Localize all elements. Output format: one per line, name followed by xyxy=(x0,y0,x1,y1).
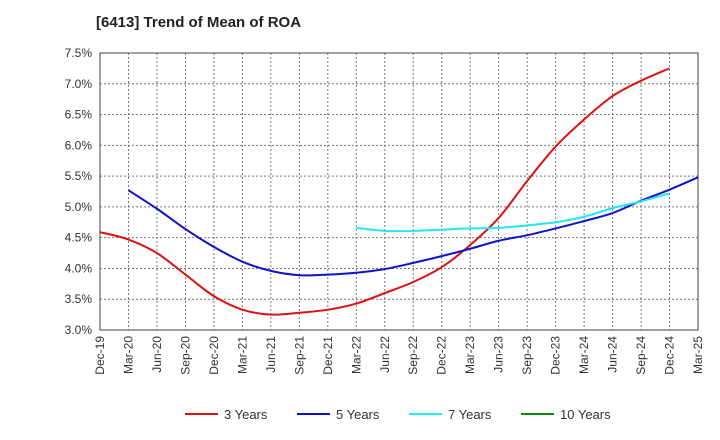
legend-label-1: 3 Years xyxy=(224,407,268,422)
y-tick-label: 4.5% xyxy=(65,231,93,245)
x-tick-label: Jun-22 xyxy=(378,336,392,373)
y-tick-label: 3.5% xyxy=(65,292,93,306)
x-tick-label: Dec-24 xyxy=(663,336,677,375)
x-tick-label: Mar-20 xyxy=(121,336,135,374)
x-tick-label: Mar-25 xyxy=(691,336,705,374)
series-line-2 xyxy=(127,176,699,277)
x-tick-label: Sep-24 xyxy=(634,336,648,375)
y-tick-label: 7.5% xyxy=(65,46,93,60)
x-tick-label: Dec-23 xyxy=(549,336,563,375)
x-tick-label: Dec-19 xyxy=(93,336,107,375)
y-tick-label: 4.0% xyxy=(65,261,93,275)
x-tick-label: Jun-24 xyxy=(606,336,620,373)
axis-layer: 3.0% 3.5% 4.0% 4.5% 5.0% 5.5% 6.0% 6.5% 7.0% 7.5%… xyxy=(65,46,705,375)
x-tick-label: Jun-21 xyxy=(264,336,278,373)
x-tick-label: Sep-20 xyxy=(178,336,192,375)
x-tick-label: Sep-21 xyxy=(292,336,306,375)
y-tick-label: 6.0% xyxy=(65,138,93,152)
legend-label-3: 7 Years xyxy=(448,407,492,422)
x-tick-label: Mar-24 xyxy=(577,336,591,374)
x-tick-label: Mar-23 xyxy=(463,336,477,374)
legend: 3 Years 5 Years 7 Years 10 Years xyxy=(185,407,611,422)
series-line-1 xyxy=(99,67,670,316)
y-tick-label: 5.0% xyxy=(65,200,93,214)
x-tick-label: Dec-20 xyxy=(207,336,221,375)
x-tick-label: Sep-22 xyxy=(406,336,420,375)
series-line-3 xyxy=(356,192,670,233)
legend-label-2: 5 Years xyxy=(336,407,380,422)
x-tick-label: Dec-21 xyxy=(321,336,335,375)
x-tick-label: Mar-21 xyxy=(235,336,249,374)
x-tick-label: Mar-22 xyxy=(349,336,363,374)
series-layer xyxy=(99,67,699,316)
plot-border xyxy=(99,52,699,331)
x-tick-label: Jun-20 xyxy=(150,336,164,373)
y-tick-label: 3.0% xyxy=(65,323,93,337)
x-tick-label: Sep-23 xyxy=(520,336,534,375)
y-tick-label: 7.0% xyxy=(65,77,93,91)
y-tick-label: 6.5% xyxy=(65,108,93,122)
y-tick-label: 5.5% xyxy=(65,169,93,183)
x-tick-label: Dec-22 xyxy=(435,336,449,375)
chart-title: [6413] Trend of Mean of ROA xyxy=(96,14,302,31)
x-tick-label: Jun-23 xyxy=(492,336,506,373)
legend-label-4: 10 Years xyxy=(560,407,611,422)
